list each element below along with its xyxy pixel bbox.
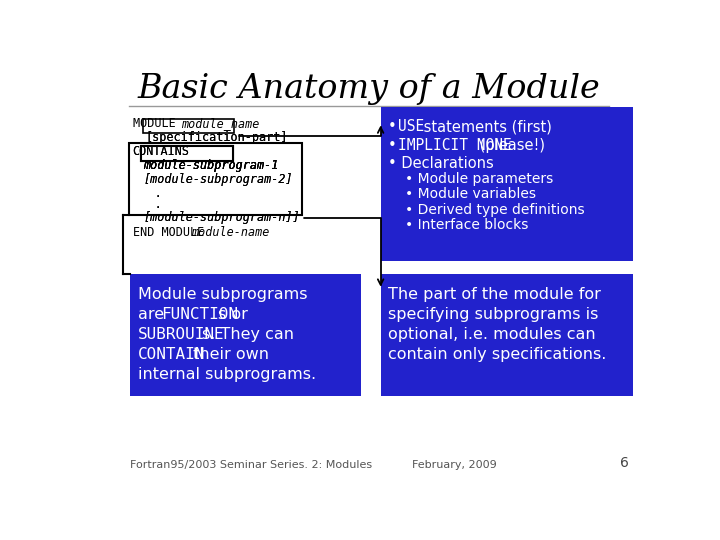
Text: • Interface blocks: • Interface blocks	[405, 218, 528, 232]
Text: CONTAINS: CONTAINS	[132, 145, 189, 158]
Text: Module subprograms: Module subprograms	[138, 287, 307, 301]
Text: USE: USE	[397, 119, 424, 134]
Text: module-name: module-name	[192, 226, 270, 240]
Text: s or: s or	[218, 307, 248, 322]
FancyBboxPatch shape	[141, 146, 233, 161]
Text: Basic Anatomy of a Module: Basic Anatomy of a Module	[138, 73, 600, 105]
Text: .: .	[156, 197, 161, 211]
Text: specifying subprograms is: specifying subprograms is	[388, 307, 599, 322]
Text: are: are	[138, 307, 169, 322]
Text: module_name: module_name	[181, 117, 259, 130]
Text: contain only specifications.: contain only specifications.	[388, 347, 607, 362]
FancyBboxPatch shape	[141, 146, 233, 161]
Text: CONTAINS: CONTAINS	[132, 145, 189, 158]
FancyBboxPatch shape	[129, 143, 302, 215]
Text: •: •	[388, 119, 402, 134]
Text: internal subprograms.: internal subprograms.	[138, 367, 316, 382]
Text: IMPLICIT NONE: IMPLICIT NONE	[397, 138, 511, 153]
Text: • Module parameters: • Module parameters	[405, 172, 554, 186]
FancyBboxPatch shape	[381, 107, 632, 261]
FancyBboxPatch shape	[381, 274, 632, 396]
Text: • Module variables: • Module variables	[405, 187, 536, 201]
Text: statements (first): statements (first)	[419, 119, 552, 134]
Text: END MODULE: END MODULE	[132, 226, 218, 240]
Text: [specification-part]: [specification-part]	[145, 131, 287, 144]
Text: SUBROUINE: SUBROUINE	[138, 327, 225, 342]
Text: module-subprogram-1: module-subprogram-1	[143, 159, 279, 172]
Text: • Declarations: • Declarations	[388, 157, 494, 171]
Text: Fortran95/2003 Seminar Series. 2: Modules: Fortran95/2003 Seminar Series. 2: Module…	[130, 460, 372, 470]
Text: .: .	[156, 186, 161, 200]
Text: their own: their own	[189, 347, 269, 362]
Text: [module-subprogram-2]: [module-subprogram-2]	[143, 173, 293, 186]
Text: 6: 6	[620, 456, 629, 470]
Text: CONTAIN: CONTAIN	[138, 347, 205, 362]
Text: [specification-part]: [specification-part]	[145, 131, 287, 144]
Text: [module-subprogram-2]: [module-subprogram-2]	[143, 173, 293, 186]
Text: •: •	[388, 138, 402, 153]
Text: • Derived type definitions: • Derived type definitions	[405, 202, 585, 217]
Text: (please!): (please!)	[475, 138, 545, 153]
Text: [module-subprogram-n]]: [module-subprogram-n]]	[143, 211, 300, 224]
Text: s. They can: s. They can	[202, 327, 294, 342]
FancyBboxPatch shape	[143, 119, 234, 133]
Text: The part of the module for: The part of the module for	[388, 287, 601, 301]
Text: .: .	[156, 186, 161, 200]
Text: module-subprogram-1: module-subprogram-1	[143, 159, 279, 172]
Text: [module-subprogram-n]]: [module-subprogram-n]]	[143, 211, 300, 224]
Text: module-subprogram-1: module-subprogram-1	[143, 159, 279, 172]
Text: February, 2009: February, 2009	[412, 460, 496, 470]
Text: FUNCTION: FUNCTION	[161, 307, 238, 322]
FancyBboxPatch shape	[130, 274, 361, 396]
Text: optional, i.e. modules can: optional, i.e. modules can	[388, 327, 596, 342]
Text: module-subprogram-1: module-subprogram-1	[143, 159, 279, 172]
Text: .: .	[156, 197, 161, 211]
Text: MODULE: MODULE	[132, 117, 189, 130]
